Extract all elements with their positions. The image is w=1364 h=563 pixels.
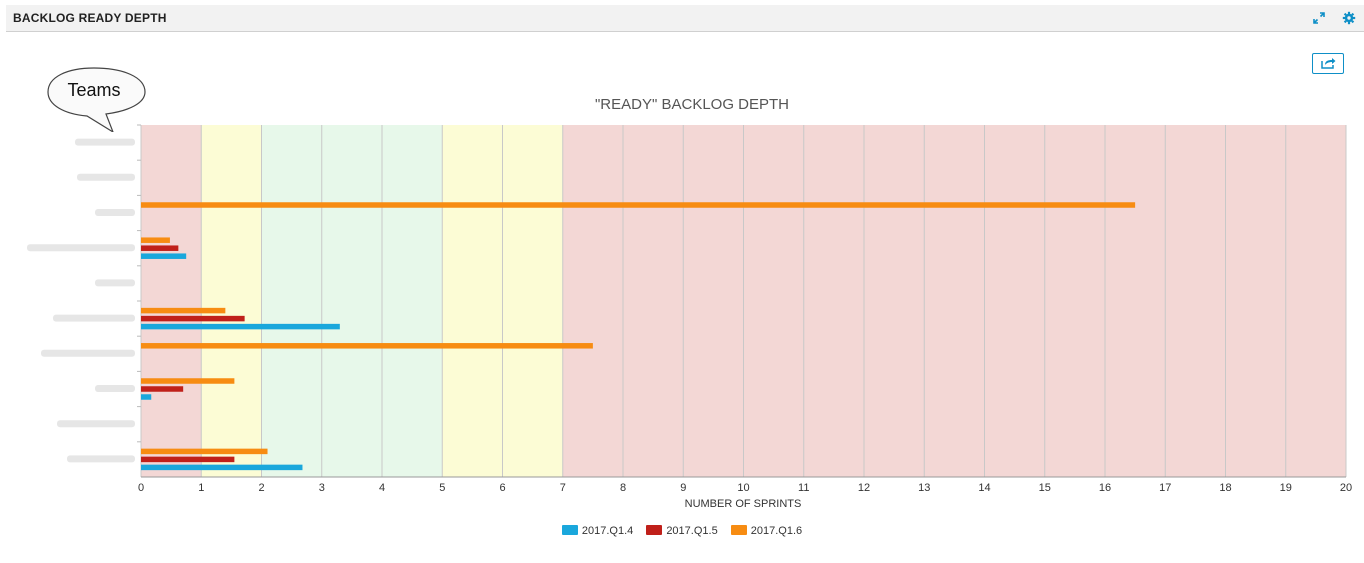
legend-item-series-2[interactable]: 2017.Q1.5 xyxy=(646,525,718,537)
bar-2017.Q1.4[interactable] xyxy=(141,323,340,330)
x-tick-label: 2 xyxy=(258,482,264,494)
x-tick-label: 13 xyxy=(918,482,930,494)
x-tick-label: 12 xyxy=(858,482,870,494)
x-tick-label: 18 xyxy=(1219,482,1231,494)
y-tick-label-redacted xyxy=(57,420,135,428)
x-tick-label: 6 xyxy=(499,482,505,494)
x-tick-label: 10 xyxy=(737,482,749,494)
bar-2017.Q1.4[interactable] xyxy=(141,394,152,400)
legend-swatch xyxy=(730,525,747,535)
bar-2017.Q1.6[interactable] xyxy=(141,343,593,349)
y-tick-label-redacted xyxy=(95,279,135,287)
x-tick-label: 19 xyxy=(1280,482,1292,494)
x-tick-label: 8 xyxy=(620,482,626,494)
legend-swatch xyxy=(646,525,663,535)
bar-2017.Q1.5[interactable] xyxy=(141,315,245,322)
export-icon xyxy=(1313,58,1343,77)
x-tick-label: 5 xyxy=(439,482,445,494)
x-tick-label: 16 xyxy=(1099,482,1111,494)
legend-label: 2017.Q1.5 xyxy=(666,525,718,537)
legend-item-series-3[interactable]: 2017.Q1.6 xyxy=(730,525,803,537)
panel-title: BACKLOG READY DEPTH xyxy=(13,11,167,25)
bar-2017.Q1.6[interactable] xyxy=(141,378,235,384)
y-tick-label-redacted xyxy=(27,244,135,252)
bar-2017.Q1.6[interactable] xyxy=(141,202,1136,208)
x-tick-label: 15 xyxy=(1039,482,1051,494)
y-tick-label-redacted xyxy=(95,209,135,216)
chart-title: "READY" BACKLOG DEPTH xyxy=(594,96,790,113)
legend-swatch xyxy=(561,525,578,535)
x-tick-label: 4 xyxy=(379,482,385,494)
x-tick-label: 1 xyxy=(198,482,204,494)
x-tick-label: 17 xyxy=(1159,482,1171,494)
x-tick-label: 3 xyxy=(319,482,325,494)
speech-bubble-icon xyxy=(47,67,146,132)
y-tick-label-redacted xyxy=(75,138,135,146)
bar-2017.Q1.6[interactable] xyxy=(141,237,170,243)
y-tick-label-redacted xyxy=(77,173,135,181)
callout-text: Teams xyxy=(67,80,121,100)
legend-label: 2017.Q1.6 xyxy=(750,525,803,537)
x-tick-label: 9 xyxy=(680,482,686,494)
plot-band-red xyxy=(141,125,202,477)
export-button[interactable] xyxy=(1312,53,1344,74)
bar-2017.Q1.5[interactable] xyxy=(141,245,179,251)
x-tick-label: 20 xyxy=(1340,482,1352,494)
plot-band-red xyxy=(562,125,1346,477)
gear-icon[interactable] xyxy=(1342,11,1356,25)
x-tick-label: 0 xyxy=(138,482,144,494)
x-tick-label: 11 xyxy=(798,482,809,494)
y-tick-label-redacted xyxy=(41,349,135,357)
bar-2017.Q1.5[interactable] xyxy=(141,456,235,463)
plot-band-yellow xyxy=(201,125,262,477)
y-tick-label-redacted xyxy=(53,314,135,322)
legend-item-series-1[interactable]: 2017.Q1.4 xyxy=(561,525,634,537)
x-axis-label: NUMBER OF SPRINTS xyxy=(685,498,802,510)
x-tick-label: 14 xyxy=(978,482,990,494)
bar-2017.Q1.4[interactable] xyxy=(141,253,187,259)
bar-2017.Q1.6[interactable] xyxy=(141,448,268,455)
y-tick-label-redacted xyxy=(95,385,135,392)
bar-2017.Q1.4[interactable] xyxy=(141,464,303,471)
x-tick-label: 7 xyxy=(560,482,566,494)
panel-header: BACKLOG READY DEPTH xyxy=(6,5,1364,32)
legend-label: 2017.Q1.4 xyxy=(581,525,634,537)
bar-2017.Q1.5[interactable] xyxy=(141,386,184,392)
legend: 2017.Q1.4 2017.Q1.5 2017.Q1.6 xyxy=(0,525,1364,537)
bar-2017.Q1.6[interactable] xyxy=(141,307,226,314)
plot-band-green xyxy=(261,125,443,477)
expand-icon[interactable] xyxy=(1312,11,1326,25)
teams-callout: Teams xyxy=(47,66,147,132)
y-tick-label-redacted xyxy=(67,455,135,463)
